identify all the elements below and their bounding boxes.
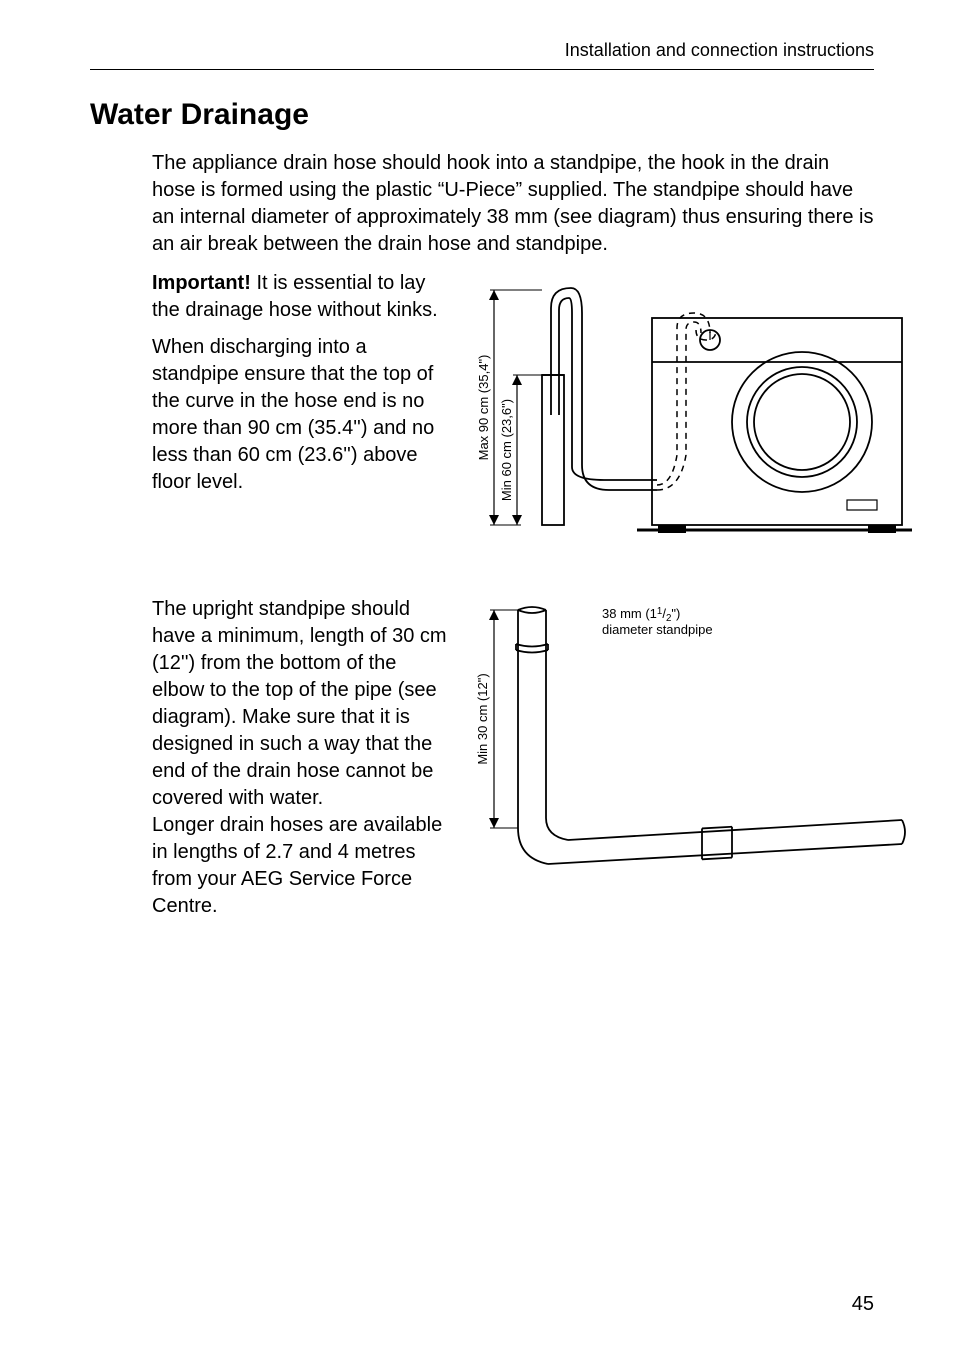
page-header: Installation and connection instructions (90, 40, 874, 70)
svg-text:diameter standpipe: diameter standpipe (602, 622, 713, 637)
standpipe-diagram: Min 30 cm (12")38 mm (11/2")diameter sta… (472, 596, 912, 896)
important-label: Important! (152, 272, 251, 294)
section-title: Installation and connection instructions (565, 40, 874, 60)
discharge-paragraph: When discharging into a standpipe ensure… (152, 334, 452, 496)
intro-paragraph: The appliance drain hose should hook int… (152, 150, 874, 258)
svg-text:Min 60 cm (23,6"): Min 60 cm (23,6") (499, 399, 514, 501)
page-number: 45 (852, 1293, 874, 1316)
diagram-2-container: Min 30 cm (12")38 mm (11/2")diameter sta… (472, 596, 912, 920)
important-paragraph: Important! It is essential to lay the dr… (152, 270, 452, 324)
longer-hoses-paragraph: Longer drain hoses are available in leng… (152, 812, 452, 920)
svg-text:Min 30 cm (12"): Min 30 cm (12") (475, 673, 490, 764)
main-heading: Water Drainage (90, 98, 874, 132)
standpipe-paragraph: The upright standpipe should have a mini… (152, 596, 452, 812)
diagram-1-container: Max 90 cm (35,4") Min 60 cm (23,6") (472, 270, 912, 560)
svg-text:Max 90 cm (35,4"): Max 90 cm (35,4") (476, 355, 491, 461)
drain-hose-diagram: Max 90 cm (35,4") Min 60 cm (23,6") (472, 270, 912, 560)
